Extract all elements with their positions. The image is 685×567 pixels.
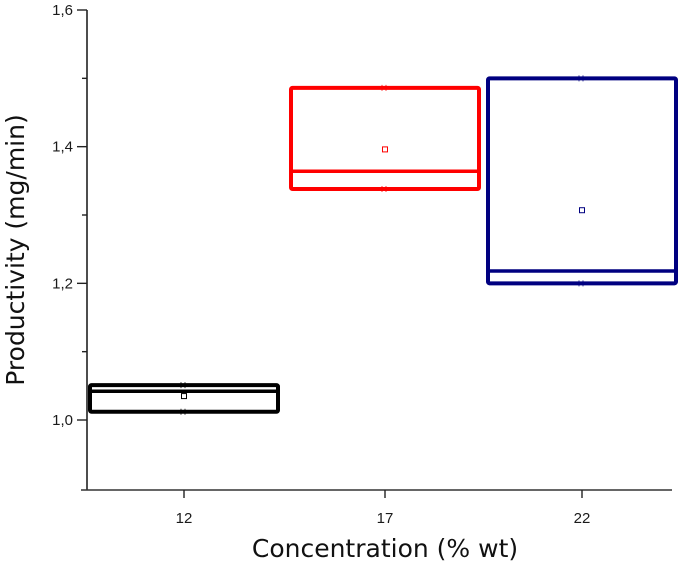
box-rect — [88, 383, 280, 414]
y-tick-label: 1,6 — [52, 2, 73, 19]
mean-marker — [579, 207, 585, 214]
y-axis-title: Productivity (mg/min) — [1, 114, 30, 385]
x-tick-label: 22 — [574, 510, 591, 527]
box-22 — [486, 75, 678, 287]
mean-marker — [382, 146, 388, 153]
box-12 — [88, 382, 280, 415]
box-rect — [289, 85, 481, 192]
y-tick-label: 1,2 — [52, 275, 73, 292]
axes: 1,0 1,2 1,4 1,6 12 17 22 — [52, 2, 672, 527]
x-axis-title: Concentration (% wt) — [252, 534, 518, 563]
y-tick-label: 1,4 — [52, 139, 73, 156]
mean-marker — [181, 393, 187, 400]
y-tick-label: 1,0 — [52, 412, 73, 429]
plot-area — [88, 75, 678, 415]
x-tick-label: 12 — [176, 510, 193, 527]
box-rect — [486, 76, 678, 286]
x-tick-label: 17 — [377, 510, 394, 527]
box-17 — [289, 84, 481, 193]
